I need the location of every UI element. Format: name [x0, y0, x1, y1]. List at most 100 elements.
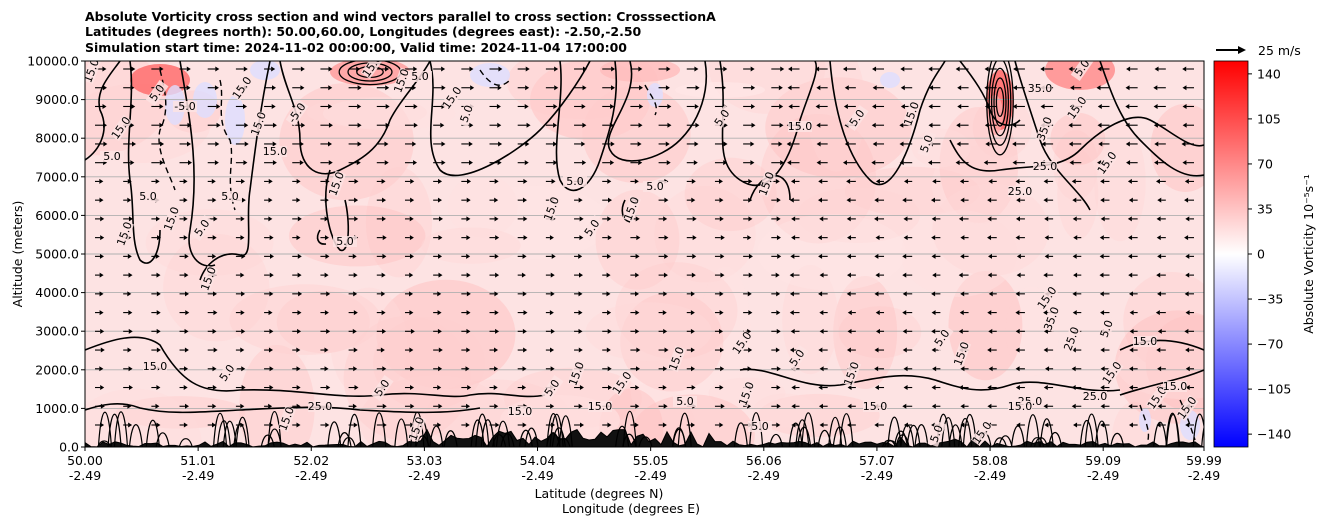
- wind-vector-head: [776, 291, 781, 297]
- wind-vector-head: [382, 197, 387, 203]
- wind-vector: [1098, 141, 1110, 147]
- wind-vector-head: [184, 253, 189, 259]
- wind-vector-head: [607, 178, 612, 184]
- wind-vector: [1157, 253, 1166, 259]
- wind-vector-head: [297, 272, 302, 278]
- wind-vector-head: [1070, 85, 1075, 91]
- contour-label-group: 5.0: [643, 180, 667, 193]
- wind-vector-head: [1043, 403, 1048, 409]
- wind-vector: [95, 403, 105, 409]
- wind-vector: [743, 103, 756, 109]
- contour-ring: [986, 61, 1014, 156]
- wind-vector-head: [1154, 141, 1159, 147]
- wind-vector-head: [748, 253, 753, 259]
- wind-vector: [489, 385, 498, 391]
- wind-vector: [292, 160, 304, 166]
- wind-vector-head: [665, 85, 670, 91]
- wind-vector: [1097, 122, 1110, 128]
- wind-vector-head: [747, 291, 752, 297]
- vorticity-patch: [757, 214, 907, 291]
- wind-vector: [517, 310, 528, 316]
- wind-vector-head: [185, 291, 190, 297]
- contour-label-bg: [1035, 115, 1054, 142]
- wind-vector: [95, 253, 104, 259]
- wind-vector: [348, 253, 357, 259]
- x-tick-label-lon: -2.49: [295, 468, 327, 483]
- wind-vector-head: [928, 160, 933, 166]
- wind-vector: [376, 291, 386, 297]
- terrain-contour: [638, 436, 653, 447]
- wind-vector-head: [1073, 422, 1078, 428]
- wind-vector-head: [719, 216, 724, 222]
- contour-label-bg: [673, 396, 697, 407]
- wind-vector-head: [212, 422, 217, 428]
- wind-vector: [686, 422, 696, 428]
- wind-vector-head: [847, 385, 852, 391]
- wind-vector-head: [127, 178, 132, 184]
- wind-vector-head: [903, 366, 908, 372]
- wind-vector-head: [296, 178, 301, 184]
- wind-vector-head: [818, 385, 823, 391]
- wind-vector: [1071, 403, 1082, 409]
- wind-vector: [847, 328, 856, 334]
- wind-vector-head: [1182, 66, 1187, 72]
- wind-vector-head: [328, 122, 333, 128]
- wind-vector: [602, 122, 614, 128]
- terrain-contour: [672, 428, 687, 447]
- wind-vector: [958, 216, 969, 222]
- wind-vector: [903, 422, 913, 428]
- wind-vector: [932, 178, 941, 184]
- wind-vector-head: [156, 422, 161, 428]
- wind-vector-head: [780, 160, 785, 166]
- wind-vector: [771, 403, 781, 409]
- contour-label-group: 15.0: [143, 360, 168, 373]
- wind-vector: [771, 347, 780, 353]
- wind-vector: [928, 122, 941, 128]
- wind-vector-head: [495, 328, 500, 334]
- contour-line: [555, 61, 618, 192]
- wind-vector: [179, 272, 189, 278]
- wind-vector-head: [638, 122, 643, 128]
- wind-vector: [791, 403, 800, 409]
- wind-vector-head: [694, 141, 699, 147]
- wind-vector: [207, 366, 217, 372]
- wind-vector: [179, 141, 191, 147]
- wind-vector-head: [791, 235, 796, 241]
- terrain-contour: [347, 413, 362, 447]
- contour-label-group: 5.0: [673, 395, 697, 408]
- wind-vector-head: [634, 422, 639, 428]
- wind-vector: [771, 310, 781, 316]
- wind-vector-head: [578, 197, 583, 203]
- wind-vector-head: [787, 160, 792, 166]
- wind-vector-head: [748, 272, 753, 278]
- wind-vector-head: [99, 197, 104, 203]
- wind-vector: [658, 103, 672, 109]
- wind-vector-head: [357, 141, 362, 147]
- wind-vector-head: [100, 235, 105, 241]
- wind-vector-head: [466, 216, 471, 222]
- wind-vector: [1043, 347, 1054, 353]
- wind-vector-head: [638, 160, 643, 166]
- wind-vector: [123, 310, 133, 316]
- wind-vector: [658, 122, 672, 128]
- wind-vector: [900, 66, 913, 72]
- wind-vector-head: [1127, 216, 1132, 222]
- wind-vector-head: [523, 310, 528, 316]
- wind-vector-head: [902, 253, 907, 259]
- contour-label-group: 5.0: [100, 150, 124, 163]
- wind-vector-head: [872, 103, 877, 109]
- wind-vector: [956, 122, 969, 128]
- wind-vector-head: [244, 141, 249, 147]
- contour-label-group: -5.0: [173, 100, 197, 113]
- wind-vector-head: [819, 366, 824, 372]
- wind-vector: [235, 328, 246, 334]
- wind-vector: [545, 235, 554, 241]
- wind-vector: [1129, 328, 1138, 334]
- x-axis-ticks: 50.00-2.4951.01-2.4952.02-2.4953.03-2.49…: [67, 447, 1222, 483]
- terrain-contour: [546, 412, 561, 447]
- wind-vector: [846, 347, 856, 353]
- contour-label-bg: [1145, 385, 1169, 411]
- contour-label: 5.0: [221, 190, 239, 203]
- wind-vector-head: [1157, 253, 1162, 259]
- wind-vector: [714, 216, 724, 222]
